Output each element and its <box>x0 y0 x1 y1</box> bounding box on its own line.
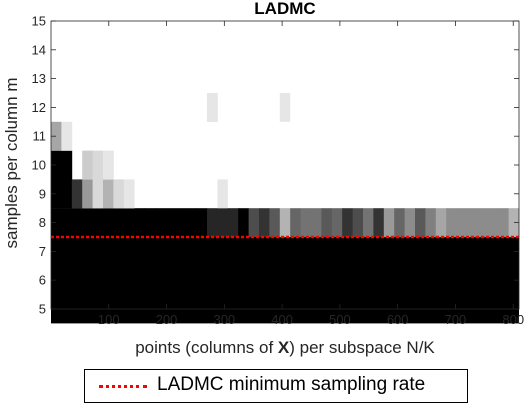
cell <box>92 208 104 238</box>
cell <box>61 179 73 209</box>
cell <box>155 208 166 238</box>
cell <box>92 150 104 180</box>
y-tick-label: 10 <box>32 158 46 173</box>
cell <box>61 121 73 151</box>
x-tick-label: 600 <box>387 312 409 327</box>
legend-threshold-swatch <box>99 385 147 388</box>
y-tick-label: 13 <box>32 71 46 86</box>
x-tick-label: 400 <box>271 312 293 327</box>
cell <box>175 208 187 238</box>
cell <box>103 208 114 238</box>
cell <box>279 208 291 238</box>
cell <box>82 179 93 209</box>
cell <box>71 208 83 238</box>
cell <box>207 208 218 238</box>
y-tick-label: 15 <box>32 14 46 29</box>
cell <box>425 208 437 238</box>
y-tick-label: 9 <box>39 186 46 201</box>
cell <box>477 208 489 238</box>
legend: LADMC minimum sampling rate <box>84 369 468 403</box>
y-axis: 5 6 7 8 9 10 11 12 13 14 15 <box>32 14 519 317</box>
cell <box>134 208 145 238</box>
cell <box>248 208 260 238</box>
cell <box>123 179 135 209</box>
cell <box>404 208 416 238</box>
cell <box>113 179 125 209</box>
cell <box>51 179 62 209</box>
cell <box>61 150 73 180</box>
cell <box>331 208 343 238</box>
x-axis-label-bold: X <box>278 338 290 357</box>
cell <box>467 208 478 238</box>
x-tick-label: 500 <box>329 312 351 327</box>
cell <box>196 208 208 238</box>
cell <box>61 208 73 238</box>
cell <box>311 208 322 238</box>
cell <box>227 208 239 238</box>
y-axis-label: samples per column m <box>2 77 21 248</box>
x-axis: 100 200 300 400 500 600 700 800 <box>98 21 524 327</box>
cell <box>373 208 385 238</box>
y-tick-label: 7 <box>39 244 46 259</box>
cell <box>51 121 62 151</box>
y-tick-label: 6 <box>39 273 46 288</box>
cell <box>435 208 447 238</box>
cell <box>456 208 468 238</box>
cell <box>144 208 156 238</box>
y-tick-label: 5 <box>39 302 46 317</box>
y-tick-label: 8 <box>39 215 46 230</box>
cell <box>113 208 125 238</box>
cell <box>217 179 228 209</box>
cell <box>51 150 62 180</box>
cell-block-m5-7 <box>51 237 519 324</box>
chart-title: LADMC <box>254 0 315 18</box>
cell <box>498 208 509 238</box>
cell <box>92 179 104 209</box>
x-axis-label: points (columns of X) per subspace N/K <box>135 338 435 357</box>
cell <box>487 208 499 238</box>
cell <box>352 208 364 238</box>
cell <box>123 208 135 238</box>
cell <box>103 179 114 209</box>
x-tick-label: 800 <box>502 312 524 327</box>
y-tick-label: 14 <box>32 42 46 57</box>
cell <box>71 179 83 209</box>
x-tick-label: 200 <box>156 312 178 327</box>
cell <box>259 208 270 238</box>
cell <box>363 208 374 238</box>
heatmap-cells <box>51 93 520 324</box>
x-tick-label: 100 <box>98 312 120 327</box>
y-tick-label: 12 <box>32 100 46 115</box>
cell <box>394 208 405 238</box>
cell <box>207 93 218 122</box>
cell <box>103 150 114 180</box>
cell <box>82 150 93 180</box>
cell <box>217 208 229 238</box>
cell <box>321 208 333 238</box>
x-axis-label-pre: points (columns of <box>135 338 278 357</box>
cell <box>269 208 281 238</box>
x-tick-label: 700 <box>445 312 467 327</box>
cell <box>279 93 291 122</box>
cell <box>238 208 249 238</box>
y-tick-label: 11 <box>33 129 47 144</box>
x-tick-label: 300 <box>213 312 235 327</box>
cell <box>342 208 353 238</box>
x-axis-label-post: ) per subspace N/K <box>289 338 435 357</box>
cell <box>446 208 457 238</box>
cell <box>415 208 426 238</box>
cell <box>383 208 395 238</box>
cell <box>186 208 197 238</box>
cell <box>51 208 62 238</box>
cell <box>290 208 301 238</box>
cell <box>82 208 93 238</box>
cell <box>165 208 177 238</box>
legend-threshold-label: LADMC minimum sampling rate <box>157 374 426 395</box>
cell <box>300 208 312 238</box>
